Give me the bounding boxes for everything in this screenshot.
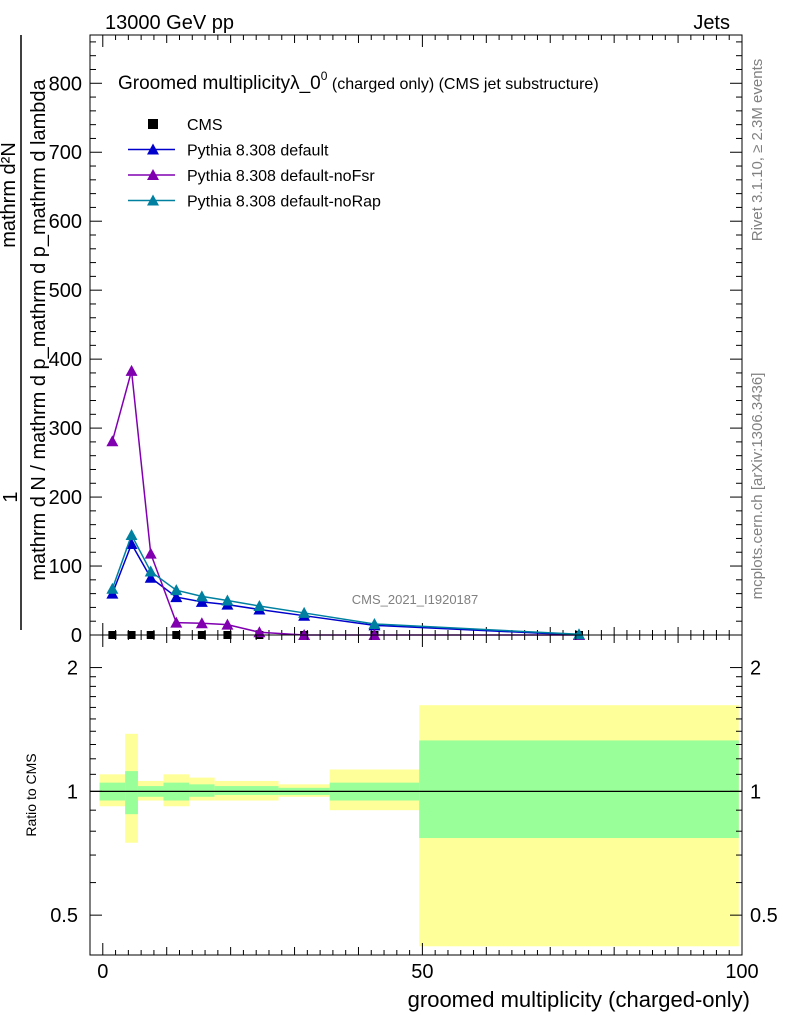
y-tick-label: 700 <box>49 142 82 164</box>
data-point-triangle <box>106 582 119 594</box>
data-point-triangle <box>253 600 266 612</box>
main-axes: 0 100 200 300 400 500 600 700 800 <box>49 34 743 647</box>
series-line <box>111 533 580 636</box>
data-point-triangle <box>253 626 266 638</box>
y-tick-label: 300 <box>49 418 82 440</box>
x-tick-label: 50 <box>411 961 433 983</box>
ratio-y-label: Ratio to CMS <box>23 753 39 836</box>
plot-title: Groomed multiplicityλ_00 (charged only) … <box>118 69 599 94</box>
data-point-triangle <box>170 616 183 628</box>
plot-title-main: Groomed multiplicityλ_0 <box>118 73 321 94</box>
ratio-y-tick-label-right: 0.5 <box>750 905 778 927</box>
legend-marker <box>147 194 159 206</box>
main-series <box>106 364 585 640</box>
plot-title-sup: 0 <box>321 69 328 83</box>
legend-label: Pythia 8.308 default <box>187 143 329 160</box>
data-point-triangle <box>170 591 183 603</box>
header-right: Jets <box>693 12 730 34</box>
stat-uncertainty-band <box>189 784 215 797</box>
data-point-triangle <box>125 364 138 376</box>
data-point-triangle <box>195 595 208 607</box>
data-point-triangle <box>170 584 183 596</box>
stat-uncertainty-band <box>125 771 138 815</box>
x-axis-label: groomed multiplicity (charged-only) <box>408 987 750 1012</box>
y-tick-label: 800 <box>49 73 82 95</box>
data-point-triangle <box>221 594 234 606</box>
data-point-triangle <box>368 617 381 629</box>
legend-label: Pythia 8.308 default-noFsr <box>187 168 375 185</box>
data-point-triangle <box>144 565 157 577</box>
y-tick-label: 0 <box>71 625 82 647</box>
ratio-y-tick-label-left: 1 <box>67 781 78 803</box>
legend-marker <box>147 143 159 155</box>
data-point-triangle <box>195 617 208 629</box>
data-point-triangle <box>106 435 119 447</box>
y-tick-label: 400 <box>49 349 82 371</box>
series-line <box>111 370 579 636</box>
data-point-triangle <box>144 571 157 583</box>
data-point-triangle <box>298 606 311 618</box>
y-tick-label: 100 <box>49 556 82 578</box>
y-label-numerator: 1 <box>0 491 22 502</box>
data-point-triangle <box>195 590 208 602</box>
stat-uncertainty-band <box>419 740 739 839</box>
ratio-axes: 0.5 0.5 1 1 2 2 0 50 100 <box>50 634 778 983</box>
mcplots-label: mcplots.cern.ch [arXiv:1306.3436] <box>749 373 766 600</box>
y-tick-label: 200 <box>49 487 82 509</box>
data-point-triangle <box>125 537 138 549</box>
y-label-denominator: mathrm d N / mathrm d p_mathrm d p_mathr… <box>28 78 50 580</box>
ratio-frame <box>89 634 743 956</box>
x-tick-label: 0 <box>97 961 108 983</box>
x-tick-label: 100 <box>725 961 758 983</box>
analysis-watermark: CMS_2021_I1920187 <box>352 592 479 607</box>
stat-uncertainty-band <box>214 786 279 795</box>
legend-label: Pythia 8.308 default-noRap <box>187 194 381 211</box>
ratio-bands <box>90 705 742 947</box>
header-left: 13000 GeV pp <box>105 12 234 34</box>
rivet-label: Rivet 3.1.10, ≥ 2.3M events <box>749 59 766 242</box>
legend-marker <box>147 169 159 180</box>
ratio-y-tick-label-right: 2 <box>750 658 761 680</box>
data-point-triangle <box>125 529 138 540</box>
ratio-y-tick-label-left: 2 <box>67 658 78 680</box>
plot-title-suffix: (charged only) (CMS jet substructure) <box>327 76 598 93</box>
data-point-triangle <box>221 618 234 630</box>
legend-label: CMS <box>187 117 223 134</box>
legend: CMS Pythia 8.308 default Pythia 8.308 defa… <box>128 117 381 211</box>
y-label-top: mathrm d²N <box>0 142 20 248</box>
legend-marker <box>148 119 158 129</box>
y-tick-label: 600 <box>49 211 82 233</box>
ratio-y-tick-label-right: 1 <box>750 781 761 803</box>
series-line <box>111 542 580 636</box>
ratio-y-tick-label-left: 0.5 <box>50 905 78 927</box>
y-tick-label: 500 <box>49 280 82 302</box>
data-point-triangle <box>144 547 157 559</box>
